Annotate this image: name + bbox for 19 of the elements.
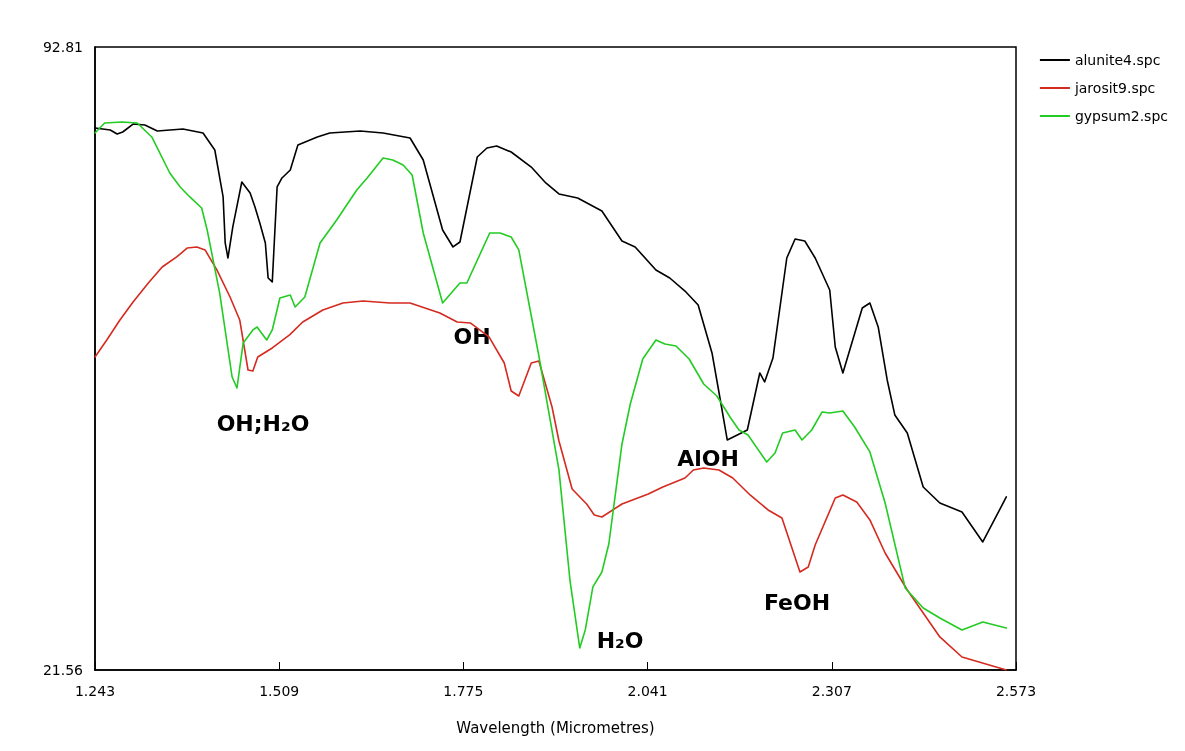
legend-label: jarosit9.spc [1073,80,1156,96]
line-series [94,246,1008,671]
legend-label: gypsum2.spc [1074,108,1169,124]
x-tick-label: 1.775 [443,683,484,699]
y-tick-label: 92.81 [42,39,83,55]
legend-label: alunite4.spc [1074,52,1161,68]
x-tick-label: 2.041 [627,683,668,699]
annotation: OH [453,323,491,349]
annotation: FeOH [763,589,831,615]
annotation: H₂O [596,627,644,653]
x-tick-label: 2.573 [995,683,1037,699]
x-tick-label: 1.509 [259,683,300,699]
line-series [94,121,1008,649]
x-axis-title: Wavelength (Micrometres) [456,718,655,737]
annotation: AlOH [677,445,739,471]
annotation: OH;H₂O [216,410,310,436]
y-tick-label: 21.56 [42,662,84,678]
x-tick-label: 1.243 [74,683,116,699]
x-tick-label: 2.307 [811,683,852,699]
